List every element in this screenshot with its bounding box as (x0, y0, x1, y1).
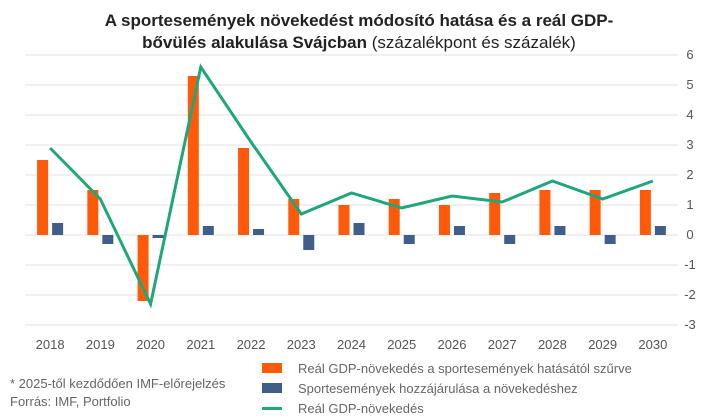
bar-gdp-filtered (137, 235, 149, 301)
chart-notes: * 2025-től kezdődően IMF-előrejelzés For… (10, 375, 225, 411)
bar-gdp-filtered (187, 76, 199, 235)
chart-legend: Reál GDP-növekedés a sportesemények hatá… (262, 358, 632, 418)
x-tick-label: 2023 (287, 337, 316, 352)
y-tick-label: 0 (686, 227, 693, 242)
y-tick-label: -3 (684, 317, 696, 332)
x-tick-label: 2026 (438, 337, 467, 352)
x-tick-label: 2028 (538, 337, 567, 352)
bar-gdp-filtered (489, 193, 501, 235)
bar-sport (604, 235, 616, 244)
legend-label-gdp-line: Reál GDP-növekedés (298, 400, 424, 416)
y-tick-label: -2 (684, 287, 696, 302)
x-tick-label: 2022 (237, 337, 266, 352)
bar-gdp-filtered (338, 205, 350, 235)
source-note: Forrás: IMF, Portfolio (10, 394, 131, 409)
bar-sport (654, 226, 666, 235)
bar-sport (353, 223, 365, 235)
bar-sport (453, 226, 465, 235)
x-tick-label: 2020 (136, 337, 165, 352)
legend-swatch-gdp-filtered (262, 363, 282, 373)
bar-sport (303, 235, 315, 250)
x-tick-label: 2025 (387, 337, 416, 352)
bar-gdp-filtered (238, 148, 250, 235)
title-line-2: bővülés alakulása Svájcban (142, 33, 368, 52)
x-tick-label: 2018 (36, 337, 65, 352)
y-tick-label: 6 (686, 47, 693, 62)
chart-title: A sportesemények növekedést módosító hat… (0, 10, 718, 54)
y-tick-label: 2 (686, 167, 693, 182)
bar-gdp-filtered (388, 199, 400, 235)
bar-gdp-filtered (539, 190, 551, 235)
legend-label-sport: Sportesemények hozzájárulása a növekedés… (298, 380, 578, 396)
bar-sport (403, 235, 415, 244)
line-gdp (49, 63, 654, 309)
y-tick-label: 4 (686, 107, 693, 122)
legend-item-gdp-line: Reál GDP-növekedés (262, 398, 632, 418)
bar-sport (102, 235, 114, 244)
y-tick-label: 5 (686, 77, 693, 92)
legend-swatch-gdp-line (262, 406, 282, 410)
x-tick-label: 2029 (588, 337, 617, 352)
legend-label-gdp-filtered: Reál GDP-növekedés a sportesemények hatá… (298, 360, 632, 376)
bar-sport (554, 226, 566, 235)
y-tick-label: 3 (686, 137, 693, 152)
bar-gdp-filtered (37, 160, 49, 235)
y-tick-label: 1 (686, 197, 693, 212)
bar-gdp-filtered (438, 205, 450, 235)
legend-item-sport: Sportesemények hozzájárulása a növekedés… (262, 378, 632, 398)
bar-gdp-filtered (87, 190, 99, 235)
bar-sport (504, 235, 516, 244)
x-tick-label: 2027 (488, 337, 517, 352)
title-unit: (százalékpont és százalék) (367, 33, 576, 52)
bar-gdp-filtered (589, 190, 601, 235)
bar-gdp-filtered (639, 190, 651, 235)
bar-sport (52, 223, 64, 235)
x-tick-label: 2021 (186, 337, 215, 352)
legend-swatch-sport (262, 383, 282, 393)
title-line-1: A sportesemények növekedést módosító hat… (104, 11, 614, 30)
x-tick-label: 2019 (86, 337, 115, 352)
forecast-note: * 2025-től kezdődően IMF-előrejelzés (10, 376, 226, 391)
y-tick-label: -1 (684, 257, 696, 272)
x-tick-label: 2024 (337, 337, 366, 352)
bar-gdp-filtered (288, 199, 300, 235)
legend-item-gdp-filtered: Reál GDP-növekedés a sportesemények hatá… (262, 358, 632, 378)
bar-sport (202, 226, 214, 235)
bar-sport (152, 235, 164, 238)
x-tick-label: 2030 (638, 337, 667, 352)
bar-sport (253, 229, 265, 235)
